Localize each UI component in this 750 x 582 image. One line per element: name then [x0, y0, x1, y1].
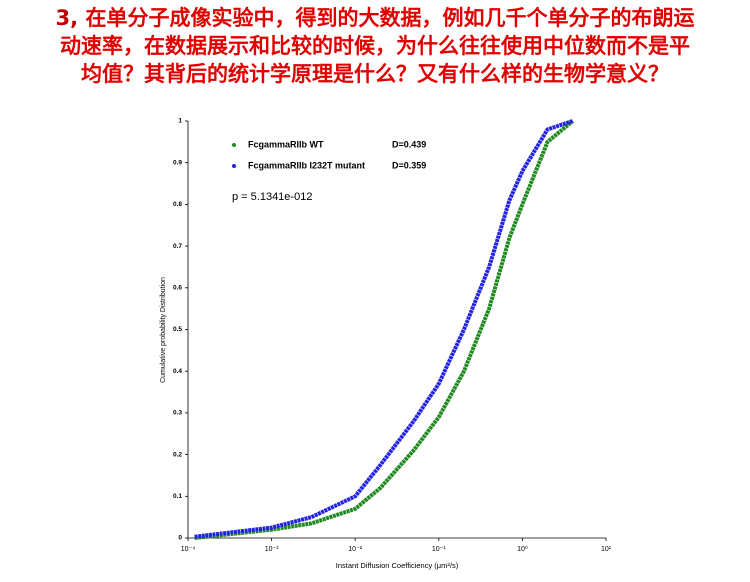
y-tick-label: 0.2	[173, 451, 182, 458]
y-tick-label: 0.4	[173, 368, 182, 375]
legend-label: FcgammaRIIb I232T mutant	[248, 160, 365, 170]
series-line	[194, 119, 574, 539]
y-tick-label: 0.9	[173, 159, 182, 166]
y-tick-label: 0.5	[173, 326, 182, 333]
legend-marker	[232, 164, 236, 168]
y-tick-label: 0	[178, 535, 182, 542]
legend-marker	[232, 143, 236, 147]
series-line	[194, 119, 575, 540]
x-tick-label: 10⁻³	[265, 546, 279, 553]
x-tick-label: 10⁻⁴	[181, 546, 196, 553]
legend-stat: D=0.359	[392, 160, 426, 170]
x-tick-label: 10⁻²	[348, 546, 362, 553]
annotation: p = 5.1341e-012	[232, 191, 312, 203]
y-tick-label: 1	[178, 118, 182, 125]
question: 3, 在单分子成像实验中，得到的大数据，例如几千个单分子的布朗运 动速率，在数据…	[0, 4, 750, 88]
legend-label: FcgammaRIIb WT	[248, 139, 324, 149]
x-axis-label: Instant Diffusion Coefficiency (μm²/s)	[336, 561, 459, 570]
legend-stat: D=0.439	[392, 139, 426, 149]
x-tick-label: 10⁰	[517, 545, 528, 553]
y-axis-label: Cumulative probability Distribution	[160, 277, 167, 383]
y-tick-label: 0.8	[173, 201, 182, 208]
y-tick-label: 0.7	[173, 243, 182, 250]
x-tick-label: 10¹	[601, 546, 612, 553]
question-line: 均值？其背后的统计学原理是什么？又有什么样的生物学意义？	[81, 62, 669, 86]
question-line: 动速率，在数据展示和比较的时候，为什么往往使用中位数而不是平	[60, 34, 690, 58]
y-tick-label: 0.6	[173, 285, 182, 292]
question-number: 3,	[55, 6, 79, 30]
question-text: 在单分子成像实验中，得到的大数据，例如几千个单分子的布朗运	[85, 6, 695, 30]
x-tick-label: 10⁻¹	[432, 546, 446, 553]
y-tick-label: 0.3	[173, 410, 182, 417]
y-tick-label: 0.1	[173, 493, 182, 500]
question-line: 3, 在单分子成像实验中，得到的大数据，例如几千个单分子的布朗运	[0, 4, 750, 32]
